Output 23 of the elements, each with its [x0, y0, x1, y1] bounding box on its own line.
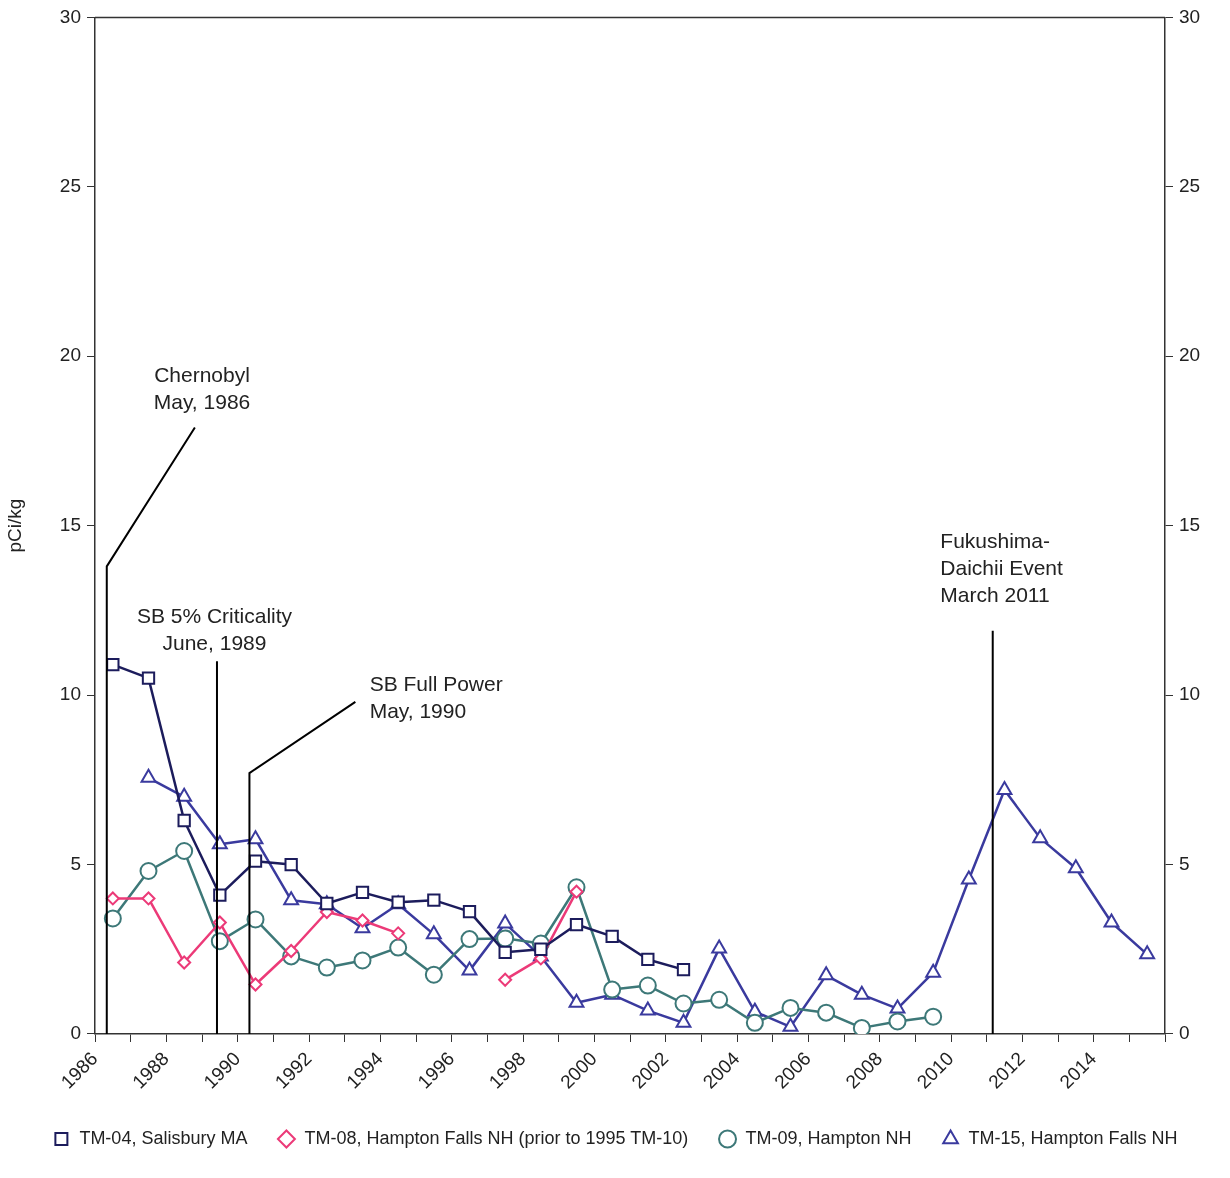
y2-tick-label: 25	[1179, 175, 1201, 197]
ref-line-label: SB Full Power May, 1990	[369, 671, 503, 722]
legend-label: TM-04, Salisbury MA	[79, 1127, 248, 1148]
y2-tick-label: 30	[1179, 5, 1201, 27]
y-tick-label: 20	[59, 344, 81, 366]
legend-label: TM-08, Hampton Falls NH (prior to 1995 TM-10)	[304, 1127, 689, 1148]
legend-label: TM-15, Hampton Falls NH	[968, 1127, 1178, 1148]
y-tick-label: 25	[59, 175, 81, 197]
ref-line-label: Chernobyl May, 1986	[153, 363, 251, 414]
y-tick-label: 10	[59, 683, 81, 705]
y2-tick-label: 15	[1179, 513, 1201, 535]
y2-tick-label: 5	[1179, 852, 1190, 874]
y-tick-label: 30	[59, 5, 81, 27]
y2-tick-label: 10	[1179, 683, 1201, 705]
y2-tick-label: 0	[1179, 1022, 1190, 1044]
y-tick-label: 5	[70, 852, 81, 874]
y-tick-label: 15	[59, 513, 81, 535]
y2-tick-label: 20	[1179, 344, 1201, 366]
y-tick-label: 0	[70, 1022, 81, 1044]
ref-line-label: SB 5% Criticality June, 1989	[136, 603, 293, 654]
ref-line-label: Fukushima- Daichii Event March 2011	[940, 529, 1064, 607]
y-axis-title: pCi/kg	[3, 498, 25, 553]
legend-label: TM-09, Hampton NH	[745, 1127, 912, 1148]
